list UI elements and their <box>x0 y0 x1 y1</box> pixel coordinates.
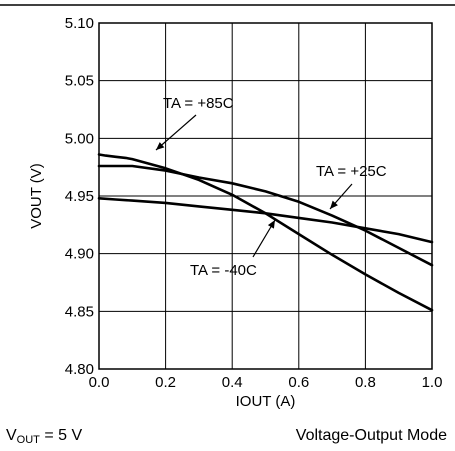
x-tick-label: 0.4 <box>222 374 243 391</box>
x-tick-label: 0.6 <box>288 374 309 391</box>
annotation-label: TA = -40C <box>190 262 257 279</box>
footer-mode-label: Voltage-Output Mode <box>295 427 447 444</box>
y-tick-label: 5.05 <box>65 73 94 90</box>
annotation-arrowhead <box>156 142 165 150</box>
y-tick-label: 5.00 <box>65 130 94 147</box>
annotation-arrowhead <box>267 220 275 229</box>
x-tick-label: 0.8 <box>355 374 376 391</box>
series-line-minus40c <box>97 197 434 244</box>
vout-symbol: V <box>6 427 17 444</box>
y-tick-label: 4.90 <box>65 246 94 263</box>
annotation-arrow <box>155 114 197 151</box>
annotation-arrowhead <box>330 200 338 209</box>
x-tick-label: 0.0 <box>89 374 110 391</box>
x-tick-label: 0.2 <box>155 374 176 391</box>
x-axis-label: IOUT (A) <box>236 393 296 410</box>
x-tick-label: 1.0 <box>422 374 443 391</box>
series-line-85c <box>97 153 434 312</box>
y-axis-label: VOUT (V) <box>28 163 45 229</box>
plot-frame <box>98 22 433 370</box>
series-line-25c <box>97 164 434 267</box>
y-tick-label: 4.80 <box>65 361 94 378</box>
vout-value: = 5 V <box>39 427 83 444</box>
vout-subscript: OUT <box>16 434 40 446</box>
annotation-label: TA = +25C <box>316 163 387 180</box>
annotation-label: TA = +85C <box>163 95 234 112</box>
y-tick-label: 4.85 <box>65 303 94 320</box>
y-tick-label: 4.95 <box>65 188 94 205</box>
footer-vout-condition: VOUT = 5 V <box>6 427 82 449</box>
y-tick-label: 5.10 <box>65 15 94 32</box>
